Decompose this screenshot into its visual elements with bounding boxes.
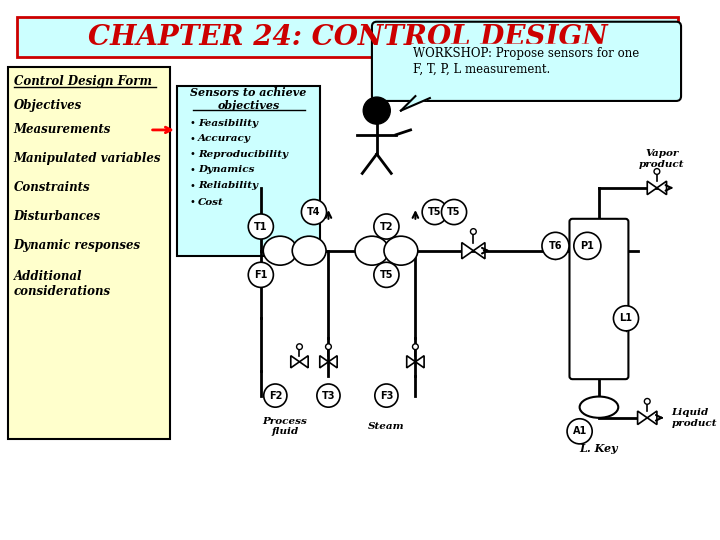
Circle shape xyxy=(567,419,592,444)
Text: Control Design Form: Control Design Form xyxy=(14,75,151,88)
Circle shape xyxy=(375,384,398,407)
FancyBboxPatch shape xyxy=(8,67,170,439)
Text: WORKSHOP: Propose sensors for one
F, T, P, L measurement.: WORKSHOP: Propose sensors for one F, T, … xyxy=(413,48,639,76)
Text: Objectives: Objectives xyxy=(14,99,82,112)
Polygon shape xyxy=(647,411,657,424)
Text: Cost: Cost xyxy=(198,198,224,207)
Text: Sensors to achieve
objectives: Sensors to achieve objectives xyxy=(190,87,307,111)
Text: L. Key: L. Key xyxy=(580,443,618,454)
Circle shape xyxy=(441,199,467,225)
FancyBboxPatch shape xyxy=(570,219,629,379)
Polygon shape xyxy=(638,411,647,424)
Circle shape xyxy=(248,214,274,239)
Text: Feasibility: Feasibility xyxy=(198,119,258,127)
Text: Constraints: Constraints xyxy=(14,181,90,194)
Circle shape xyxy=(317,384,340,407)
Circle shape xyxy=(264,384,287,407)
Text: T5: T5 xyxy=(428,207,441,217)
Ellipse shape xyxy=(264,236,297,265)
FancyBboxPatch shape xyxy=(177,86,320,255)
Circle shape xyxy=(542,232,569,259)
Text: Vapor
product: Vapor product xyxy=(639,149,685,168)
Text: •: • xyxy=(189,133,195,144)
Text: Reproducibility: Reproducibility xyxy=(198,150,288,159)
Polygon shape xyxy=(320,356,328,368)
Text: Additional
considerations: Additional considerations xyxy=(14,271,111,299)
Text: Disturbances: Disturbances xyxy=(14,211,101,224)
FancyBboxPatch shape xyxy=(17,17,678,57)
Circle shape xyxy=(297,344,302,349)
Text: Reliability: Reliability xyxy=(198,181,258,191)
Text: Dynamic responses: Dynamic responses xyxy=(14,239,140,252)
Circle shape xyxy=(422,199,447,225)
Polygon shape xyxy=(647,181,657,194)
Circle shape xyxy=(248,262,274,287)
Ellipse shape xyxy=(384,236,418,265)
Text: Dynamics: Dynamics xyxy=(198,165,255,174)
Circle shape xyxy=(363,97,390,124)
Text: F2: F2 xyxy=(269,390,282,401)
Polygon shape xyxy=(407,356,415,368)
Text: •: • xyxy=(189,149,195,159)
Text: L1: L1 xyxy=(619,313,632,323)
Text: Steam: Steam xyxy=(368,422,405,431)
Circle shape xyxy=(470,228,476,234)
Circle shape xyxy=(374,214,399,239)
Ellipse shape xyxy=(355,236,389,265)
Polygon shape xyxy=(300,356,308,368)
Text: T5: T5 xyxy=(447,207,461,217)
Text: T2: T2 xyxy=(379,221,393,232)
Text: F1: F1 xyxy=(254,270,268,280)
Text: CHAPTER 24: CONTROL DESIGN: CHAPTER 24: CONTROL DESIGN xyxy=(88,24,608,51)
Text: T1: T1 xyxy=(254,221,268,232)
Polygon shape xyxy=(657,181,667,194)
FancyBboxPatch shape xyxy=(372,22,681,101)
Polygon shape xyxy=(291,356,300,368)
Text: Process
fluid: Process fluid xyxy=(263,417,307,436)
Circle shape xyxy=(654,168,660,174)
Text: •: • xyxy=(189,181,195,191)
Text: T5: T5 xyxy=(379,270,393,280)
Ellipse shape xyxy=(292,236,326,265)
Text: T4: T4 xyxy=(307,207,320,217)
Text: Liquid
product: Liquid product xyxy=(671,408,717,428)
Text: A1: A1 xyxy=(572,426,587,436)
Circle shape xyxy=(613,306,639,331)
Text: •: • xyxy=(189,165,195,174)
Circle shape xyxy=(374,262,399,287)
Text: P1: P1 xyxy=(580,241,594,251)
Text: Manipulated variables: Manipulated variables xyxy=(14,152,161,165)
Circle shape xyxy=(325,344,331,349)
Polygon shape xyxy=(401,96,430,111)
Polygon shape xyxy=(462,242,473,259)
Text: T3: T3 xyxy=(322,390,336,401)
Circle shape xyxy=(413,344,418,349)
Text: F3: F3 xyxy=(379,390,393,401)
Text: T6: T6 xyxy=(549,241,562,251)
Ellipse shape xyxy=(580,396,618,418)
Text: •: • xyxy=(189,118,195,128)
Text: Measurements: Measurements xyxy=(14,124,111,137)
Circle shape xyxy=(644,399,650,404)
Polygon shape xyxy=(415,356,424,368)
Text: Accuracy: Accuracy xyxy=(198,134,251,143)
Text: •: • xyxy=(189,198,195,207)
Circle shape xyxy=(302,199,327,225)
Polygon shape xyxy=(328,356,337,368)
Polygon shape xyxy=(473,242,485,259)
Circle shape xyxy=(574,232,601,259)
